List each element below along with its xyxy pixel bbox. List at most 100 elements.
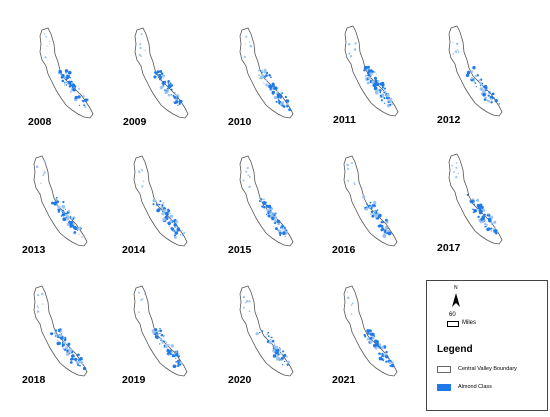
almond-patch bbox=[282, 105, 286, 108]
almond-patch bbox=[267, 335, 270, 338]
almond-patch bbox=[371, 70, 375, 73]
almond-patch bbox=[283, 226, 286, 229]
almond-patch bbox=[248, 175, 251, 178]
almond-patch bbox=[168, 225, 171, 227]
almond-patch bbox=[484, 86, 488, 90]
almond-patch bbox=[498, 103, 500, 105]
almond-patch bbox=[346, 296, 350, 300]
almond-patch bbox=[382, 359, 385, 362]
almond-patch bbox=[280, 356, 285, 360]
map-2009: 2009 bbox=[123, 22, 223, 154]
almond-patch bbox=[380, 99, 384, 102]
almond-patch bbox=[65, 214, 69, 218]
almond-patch bbox=[278, 94, 283, 98]
almond-patch bbox=[490, 222, 494, 225]
almond-patch bbox=[268, 213, 270, 216]
almond-patch bbox=[65, 81, 67, 83]
almond-patch bbox=[388, 358, 390, 360]
almond-patch bbox=[348, 52, 351, 55]
almond-patch bbox=[285, 99, 290, 103]
almond-patch bbox=[380, 345, 385, 350]
almond-patch bbox=[246, 166, 249, 170]
almond-patch bbox=[281, 359, 283, 361]
almond-patch bbox=[165, 214, 168, 217]
almond-patch bbox=[57, 210, 61, 213]
almond-patch bbox=[70, 90, 72, 92]
almond-patch bbox=[154, 71, 157, 74]
almond-patch bbox=[68, 85, 71, 88]
almond-patch bbox=[242, 179, 245, 182]
almond-patch bbox=[177, 364, 180, 368]
almond-patch bbox=[255, 332, 259, 336]
almond-patch bbox=[168, 217, 170, 219]
almond-patch bbox=[58, 334, 62, 338]
almond-patch bbox=[170, 88, 173, 91]
almond-patch bbox=[72, 88, 75, 92]
almond-patch bbox=[161, 341, 164, 344]
almond-patch bbox=[55, 198, 58, 201]
almond-patch bbox=[60, 336, 64, 340]
almond-patch bbox=[262, 198, 265, 201]
almond-patch bbox=[177, 355, 181, 358]
almond-patch bbox=[170, 351, 173, 354]
almond-patch bbox=[279, 347, 281, 349]
almond-patch bbox=[167, 81, 170, 84]
almond-patch bbox=[169, 220, 173, 223]
almond-patch bbox=[61, 79, 65, 83]
almond-patch bbox=[72, 222, 75, 225]
almond-patch bbox=[260, 198, 263, 201]
almond-patch bbox=[384, 354, 389, 359]
almond-patch bbox=[350, 313, 353, 316]
almond-patch bbox=[160, 333, 164, 337]
almond-patch bbox=[490, 98, 492, 100]
almond-patch bbox=[159, 327, 161, 330]
almond-patch bbox=[387, 101, 390, 104]
almond-patch bbox=[53, 201, 57, 206]
almond-patch bbox=[279, 234, 282, 237]
almond-patch bbox=[280, 352, 283, 355]
almond-patch bbox=[391, 103, 394, 105]
almond-patch bbox=[161, 211, 165, 216]
almond-patch bbox=[60, 73, 62, 76]
almond-patch bbox=[158, 203, 161, 206]
almond-patch bbox=[65, 216, 67, 219]
almond-patch bbox=[347, 43, 351, 46]
almond-patch bbox=[384, 229, 387, 232]
almond-patch bbox=[281, 100, 285, 104]
almond-patch bbox=[274, 215, 277, 218]
almond-patch bbox=[76, 229, 79, 231]
almond-patch bbox=[62, 347, 65, 350]
almond-patch bbox=[179, 361, 183, 365]
almond-patch bbox=[269, 212, 272, 215]
almond-patch bbox=[364, 207, 366, 209]
almond-patch bbox=[71, 88, 73, 90]
almond-patch bbox=[82, 99, 85, 103]
almond-patch bbox=[77, 363, 80, 366]
almond-patch bbox=[285, 229, 287, 232]
almond-patch bbox=[61, 333, 63, 335]
almond-patch bbox=[492, 97, 495, 99]
almond-patch bbox=[174, 93, 176, 95]
almond-patch bbox=[36, 310, 40, 313]
almond-patch bbox=[61, 204, 66, 209]
almond-patch bbox=[174, 92, 176, 94]
almond-patch bbox=[286, 104, 289, 108]
almond-patch bbox=[377, 80, 380, 83]
almond-patch bbox=[346, 163, 349, 167]
almond-patch bbox=[453, 171, 455, 174]
almond-patch bbox=[74, 357, 78, 361]
almond-patch bbox=[64, 69, 69, 73]
almond-patch bbox=[144, 49, 146, 51]
almond-patch bbox=[364, 335, 367, 338]
almond-patch bbox=[78, 233, 80, 236]
almond-patch bbox=[286, 356, 288, 358]
year-label: 2010 bbox=[228, 116, 252, 128]
almond-patch bbox=[67, 70, 72, 75]
almond-patch bbox=[62, 331, 64, 333]
almond-patch bbox=[281, 364, 284, 366]
almond-patch bbox=[282, 103, 285, 106]
almond-patch bbox=[79, 356, 83, 361]
almond-patch bbox=[476, 74, 479, 76]
almond-patch bbox=[380, 228, 384, 232]
almond-patch bbox=[367, 337, 369, 339]
